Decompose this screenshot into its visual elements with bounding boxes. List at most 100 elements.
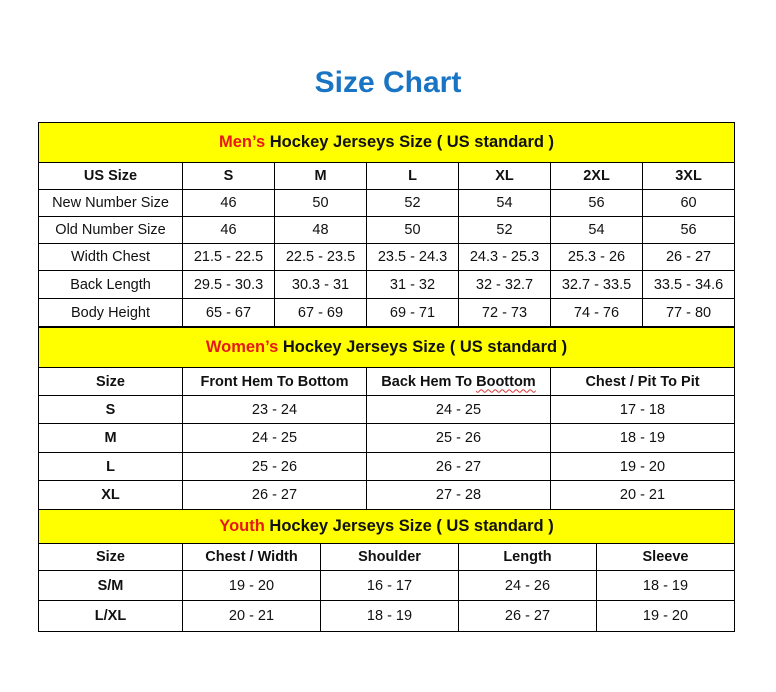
column-header: L: [366, 162, 459, 190]
section-title: Hockey Jerseys Size ( US standard ): [264, 517, 554, 535]
women-size-table: Women’s Hockey Jerseys Size ( US standar…: [37, 327, 736, 510]
column-header: S: [182, 162, 275, 190]
column-header-label: Chest / Pit To Pit: [585, 373, 700, 390]
row-label: Width Chest: [38, 243, 183, 271]
table-cell: 26 - 27: [182, 480, 367, 510]
column-header: Sleeve: [595, 543, 736, 571]
table-cell: 23.5 - 24.3: [366, 243, 459, 271]
table-row: S/M 19 - 20 16 - 17 24 - 26 18 - 19: [38, 570, 736, 601]
column-header: M: [274, 162, 367, 190]
column-header-row: US Size S M L XL 2XL 3XL: [38, 162, 736, 190]
table-row: Width Chest 21.5 - 22.5 22.5 - 23.5 23.5 - …: [38, 243, 736, 271]
table-cell: 74 - 76: [550, 298, 643, 327]
column-header-label: 3XL: [675, 168, 702, 184]
column-header: US Size: [38, 162, 183, 190]
table-cell: 46: [182, 216, 275, 244]
table-cell: 52: [458, 216, 551, 244]
women-section-header: Women’s Hockey Jerseys Size ( US standar…: [37, 327, 736, 368]
column-header: Chest / Pit To Pit: [549, 367, 736, 396]
table-row: Old Number Size 46 48 50 52 54 56: [38, 216, 736, 244]
table-cell: 50: [366, 216, 459, 244]
men-section-header: Men’s Hockey Jerseys Size ( US standard …: [37, 122, 736, 163]
table-cell: 54: [458, 189, 551, 217]
row-label: L: [38, 452, 183, 481]
table-cell: 26 - 27: [458, 600, 597, 632]
row-label: S/M: [38, 570, 183, 601]
column-header: Front Hem To Bottom: [182, 367, 367, 396]
table-cell: 19 - 20: [549, 452, 736, 481]
table-cell: 65 - 67: [182, 298, 275, 327]
column-header-label: Back Hem To Boottom: [381, 373, 536, 390]
column-header-row: Size Chest / Width Shoulder Length Sleeve: [38, 543, 736, 571]
column-header-label: XL: [495, 168, 514, 184]
column-header: XL: [458, 162, 551, 190]
row-label: Back Length: [38, 270, 183, 299]
table-cell: 48: [274, 216, 367, 244]
table-row: Body Height 65 - 67 67 - 69 69 - 71 72 - 73 7…: [38, 298, 736, 327]
column-header: Size: [38, 367, 183, 396]
table-cell: 67 - 69: [274, 298, 367, 327]
column-header-label: L: [408, 168, 417, 184]
table-row: L 25 - 26 26 - 27 19 - 20: [38, 452, 736, 481]
table-row: XL 26 - 27 27 - 28 20 - 21: [38, 480, 736, 510]
table-cell: 56: [550, 189, 643, 217]
table-cell: 77 - 80: [641, 298, 736, 327]
table-cell: 46: [182, 189, 275, 217]
section-category: Men’s: [219, 133, 266, 151]
column-header: Back Hem To Boottom: [366, 367, 551, 396]
table-cell: 24 - 25: [182, 423, 367, 453]
table-cell: 32 - 32.7: [458, 270, 551, 299]
column-header-label: M: [314, 168, 327, 184]
row-label: Old Number Size: [38, 216, 183, 244]
row-label: XL: [38, 480, 183, 510]
table-cell: 25 - 26: [366, 423, 551, 453]
table-cell: 19 - 20: [595, 600, 736, 632]
column-header-label: Shoulder: [358, 549, 421, 565]
table-cell: 25.3 - 26: [550, 243, 643, 271]
table-row: S 23 - 24 24 - 25 17 - 18: [38, 395, 736, 424]
table-cell: 52: [366, 189, 459, 217]
youth-section-header: Youth Hockey Jerseys Size ( US standard …: [37, 509, 736, 544]
table-cell: 24.3 - 25.3: [458, 243, 551, 271]
table-cell: 69 - 71: [366, 298, 459, 327]
table-cell: 18 - 19: [595, 570, 736, 601]
section-title: Hockey Jerseys Size ( US standard ): [265, 133, 555, 151]
table-cell: 23 - 24: [182, 395, 367, 424]
table-cell: 24 - 25: [366, 395, 551, 424]
column-header-row: Size Front Hem To Bottom Back Hem To Boott…: [38, 367, 736, 396]
column-header: Shoulder: [320, 543, 459, 571]
table-cell: 29.5 - 30.3: [182, 270, 275, 299]
row-label: Body Height: [38, 298, 183, 327]
table-cell: 20 - 21: [549, 480, 736, 510]
column-header-label: US Size: [83, 168, 138, 184]
table-row: L/XL 20 - 21 18 - 19 26 - 27 19 - 20: [38, 600, 736, 632]
table-row: Back Length 29.5 - 30.3 30.3 - 31 31 - 32 32…: [38, 270, 736, 299]
column-header-label: S: [223, 168, 234, 184]
table-cell: 56: [641, 216, 736, 244]
column-header-label: Size: [95, 373, 125, 390]
column-header: 3XL: [641, 162, 736, 190]
column-header-label: Sleeve: [642, 549, 689, 565]
youth-size-table: Youth Hockey Jerseys Size ( US standard …: [37, 509, 736, 632]
row-label: L/XL: [38, 600, 183, 632]
row-label: M: [38, 423, 183, 453]
table-cell: 19 - 20: [182, 570, 321, 601]
table-cell: 24 - 26: [458, 570, 597, 601]
table-cell: 22.5 - 23.5: [274, 243, 367, 271]
section-category: Youth: [219, 517, 265, 535]
table-cell: 27 - 28: [366, 480, 551, 510]
table-cell: 31 - 32: [366, 270, 459, 299]
table-cell: 16 - 17: [320, 570, 459, 601]
column-header: Chest / Width: [182, 543, 321, 571]
table-cell: 33.5 - 34.6: [641, 270, 736, 299]
table-cell: 26 - 27: [366, 452, 551, 481]
page-title: Size Chart: [314, 66, 462, 99]
column-header: Size: [38, 543, 183, 571]
table-cell: 18 - 19: [549, 423, 736, 453]
column-header-label: Length: [503, 549, 552, 565]
column-header-label: Chest / Width: [205, 549, 298, 565]
table-cell: 50: [274, 189, 367, 217]
table-cell: 60: [641, 189, 736, 217]
table-row: New Number Size 46 50 52 54 56 60: [38, 189, 736, 217]
column-header: 2XL: [550, 162, 643, 190]
